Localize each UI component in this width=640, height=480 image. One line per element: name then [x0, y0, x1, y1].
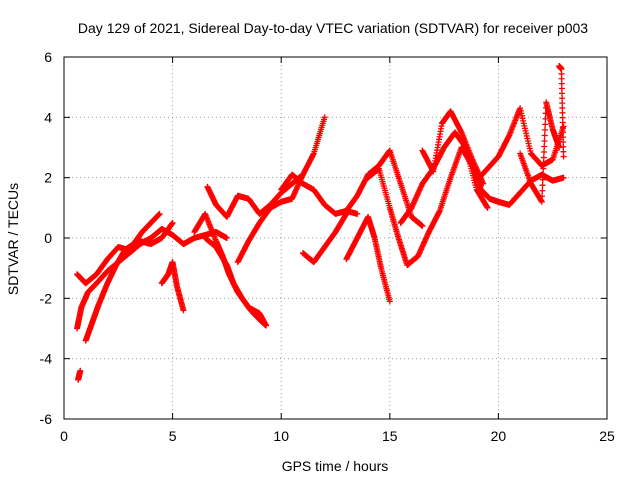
chart-title: Day 129 of 2021, Sidereal Day-to-day VTE…: [78, 20, 588, 36]
x-tick-label: 5: [169, 428, 177, 444]
data-point: [180, 307, 187, 314]
data-point: [540, 154, 547, 161]
data-point: [321, 114, 328, 121]
data-point: [540, 165, 547, 172]
data-point: [262, 322, 269, 329]
data-point: [541, 149, 548, 156]
series-arc-6: [158, 259, 187, 314]
series-arc-15: [365, 144, 567, 269]
series-arc-4: [75, 367, 84, 383]
y-tick-label: 2: [44, 170, 52, 186]
data-point: [540, 160, 547, 167]
y-axis-label: SDTVAR / TECUs: [5, 183, 21, 295]
data-point: [542, 121, 549, 128]
y-tick-label: -2: [40, 290, 53, 306]
data-point: [538, 198, 545, 205]
x-tick-label: 20: [491, 428, 507, 444]
y-tick-label: -4: [40, 351, 53, 367]
y-tick-label: 0: [44, 230, 52, 246]
series-arc-18: [473, 105, 567, 184]
x-tick-label: 10: [273, 428, 289, 444]
axis-ticks: 0 5 10 15 20 25 -6 -4 -2 0 2 4 6: [40, 49, 615, 444]
series-arc-9: [204, 171, 306, 220]
data-point: [484, 204, 491, 211]
x-tick-label: 25: [599, 428, 615, 444]
data-point: [539, 176, 546, 183]
y-tick-label: -6: [40, 411, 53, 427]
data-point: [77, 367, 84, 374]
data-point: [539, 187, 546, 194]
x-tick-label: 0: [60, 428, 68, 444]
series-arc-8: [202, 235, 269, 329]
series-arc-19: [517, 99, 563, 205]
data-point: [541, 143, 548, 150]
data-point: [556, 144, 563, 151]
data-point: [354, 210, 361, 217]
data-point: [386, 298, 393, 305]
series-arc-13: [343, 213, 393, 305]
data-point: [540, 171, 547, 178]
plot-frame: [63, 56, 608, 420]
y-tick-label: 6: [44, 49, 52, 65]
data-point: [480, 180, 487, 187]
data-point: [539, 193, 546, 200]
data-point: [539, 182, 546, 189]
data-point: [541, 137, 548, 144]
data-point: [560, 153, 567, 160]
data-points: [74, 63, 567, 383]
y-tick-label: 4: [44, 109, 52, 125]
data-point: [223, 235, 230, 241]
x-axis-label: GPS time / hours: [282, 458, 389, 474]
data-point: [560, 174, 567, 181]
data-point: [541, 132, 548, 139]
data-point: [169, 219, 176, 226]
series-arc-3: [82, 210, 163, 344]
data-point: [541, 126, 548, 133]
data-point: [419, 222, 426, 229]
data-point: [560, 123, 567, 130]
series-arc-20: [556, 63, 567, 160]
x-tick-label: 15: [382, 428, 398, 444]
series-arc-12: [299, 210, 350, 266]
data-point: [156, 210, 163, 217]
